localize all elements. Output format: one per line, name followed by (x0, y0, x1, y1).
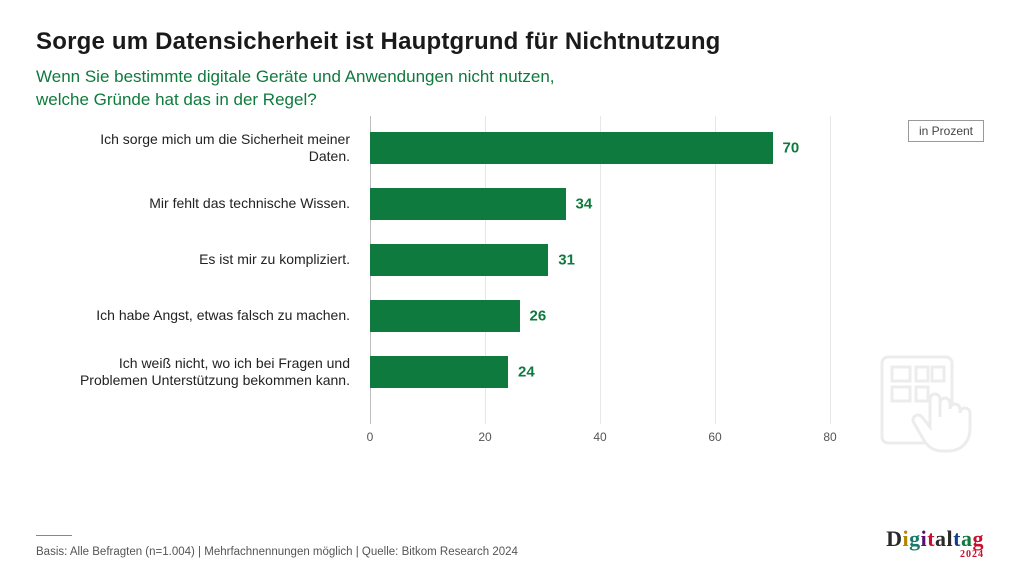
subtitle-line-1: Wenn Sie bestimmte digitale Geräte und A… (36, 66, 988, 89)
bar (370, 244, 548, 276)
x-tick-label: 0 (367, 430, 374, 444)
bar (370, 300, 520, 332)
bar-value: 26 (530, 308, 547, 325)
bar-row: Ich sorge mich um die Sicherheit meiner … (370, 132, 830, 164)
bar (370, 356, 508, 388)
bar-label: Ich habe Angst, etwas falsch zu machen. (60, 307, 360, 325)
x-tick-label: 80 (823, 430, 836, 444)
bar-value: 34 (576, 196, 593, 213)
footer: Basis: Alle Befragten (n=1.004) | Mehrfa… (36, 535, 988, 558)
bar-row: Ich weiß nicht, wo ich bei Fragen und Pr… (370, 356, 830, 388)
bar-row: Ich habe Angst, etwas falsch zu machen.2… (370, 300, 830, 332)
bar (370, 132, 773, 164)
plot-area: 020406080Ich sorge mich um die Sicherhei… (370, 124, 830, 424)
bar-value: 24 (518, 364, 535, 381)
bar-label: Es ist mir zu kompliziert. (60, 251, 360, 269)
bar-label: Ich sorge mich um die Sicherheit meiner … (60, 131, 360, 166)
touch-device-icon (874, 351, 984, 466)
subtitle-line-2: welche Gründe hat das in der Regel? (36, 89, 988, 112)
bar-row: Es ist mir zu kompliziert.31 (370, 244, 830, 276)
slide-subtitle: Wenn Sie bestimmte digitale Geräte und A… (36, 66, 988, 112)
footnote: Basis: Alle Befragten (n=1.004) | Mehrfa… (36, 546, 988, 558)
x-tick-label: 20 (478, 430, 491, 444)
bar-label: Mir fehlt das technische Wissen. (60, 195, 360, 213)
slide: Sorge um Datensicherheit ist Hauptgrund … (0, 0, 1024, 576)
x-tick-label: 40 (593, 430, 606, 444)
unit-legend: in Prozent (908, 120, 984, 142)
bar-value: 31 (558, 252, 575, 269)
bar (370, 188, 566, 220)
bar-row: Mir fehlt das technische Wissen.34 (370, 188, 830, 220)
bar-label: Ich weiß nicht, wo ich bei Fragen und Pr… (60, 355, 360, 390)
slide-title: Sorge um Datensicherheit ist Hauptgrund … (36, 28, 988, 56)
bar-value: 70 (783, 140, 800, 157)
x-tick-label: 60 (708, 430, 721, 444)
footer-rule (36, 535, 72, 536)
bar-chart: 0 20 40 60 80 Ich sorge mich um die Sicherhei… (60, 124, 860, 464)
gridline (830, 116, 831, 424)
